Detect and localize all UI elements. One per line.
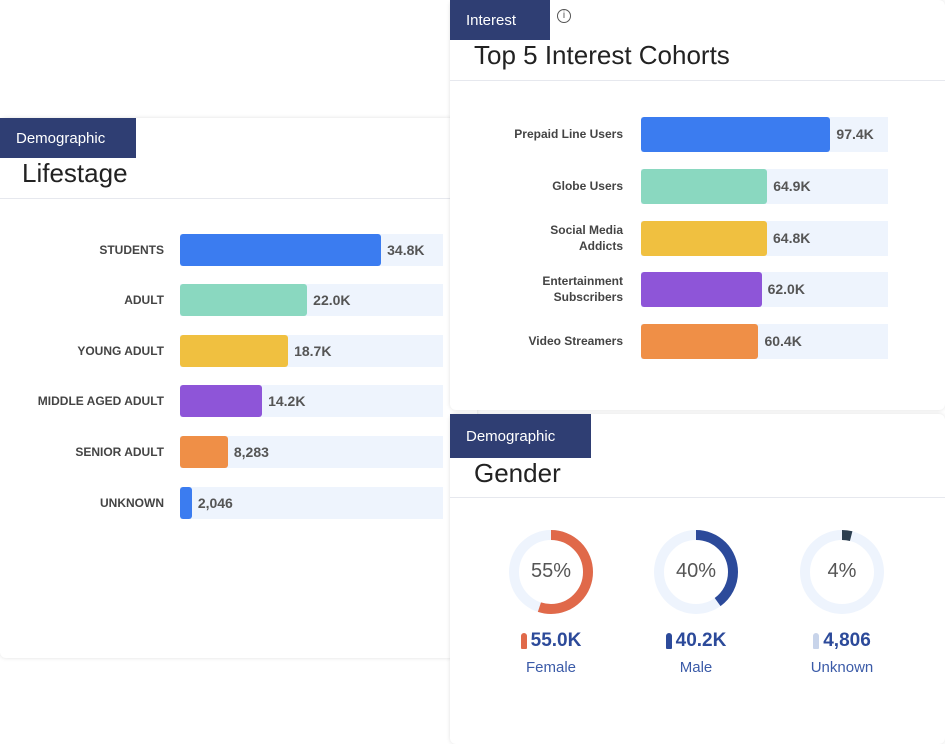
value-label: 64.8K (773, 230, 811, 246)
donut-percent: 4% (827, 560, 857, 582)
bar-track (180, 487, 443, 519)
bar-label: STUDENTS (99, 243, 164, 257)
divider (0, 198, 477, 199)
bar (641, 220, 768, 256)
bar (641, 271, 762, 307)
donut-arc (654, 530, 738, 614)
value-label: 64.9K (773, 178, 811, 194)
bar-label: Social Media Addicts (550, 223, 623, 253)
card-tag: Demographic (450, 414, 591, 458)
bar-label: MIDDLE AGED ADULT (37, 394, 164, 408)
value-label: 97.4K (836, 126, 874, 142)
card-title: Lifestage (22, 158, 128, 188)
value-label: 22.0K (313, 292, 351, 308)
bar (641, 116, 831, 152)
bar (180, 234, 382, 266)
bar-label: Globe Users (552, 179, 623, 193)
category-label: Male (679, 659, 713, 676)
value-label: 62.0K (767, 281, 805, 297)
bar-label: UNKNOWN (100, 496, 164, 510)
card-tag: Demographic (0, 118, 136, 158)
value-label: 2,046 (197, 495, 233, 511)
bar (180, 436, 228, 468)
bar-label: SENIOR ADULT (75, 445, 164, 459)
bar (180, 284, 308, 316)
donut (800, 530, 884, 614)
card-title: Gender (474, 458, 561, 488)
donut-percent: 55% (530, 560, 572, 582)
category-label: Female (525, 659, 577, 676)
bar-label: ADULT (124, 293, 164, 307)
card (450, 414, 945, 744)
bar (180, 335, 289, 367)
divider (450, 497, 945, 498)
bar (180, 487, 192, 519)
donut-arc (800, 530, 884, 614)
donut (509, 530, 593, 614)
bar-label: Prepaid Line Users (514, 127, 623, 141)
count-row: 55.0K (491, 630, 611, 652)
value-label: 14.2K (268, 393, 306, 409)
person-icon (520, 633, 527, 649)
bar-label: Video Streamers (528, 334, 624, 348)
card-tag: Interest (450, 0, 550, 40)
count-label: 55.0K (530, 630, 582, 651)
donut-arc (509, 530, 593, 614)
person-icon (665, 633, 672, 649)
count-label: 40.2K (675, 630, 727, 651)
value-label: 8,283 (233, 444, 269, 460)
category-label: Unknown (810, 659, 874, 676)
bar-label: YOUNG ADULT (77, 344, 164, 358)
donut-percent: 40% (675, 560, 717, 582)
value-label: 18.7K (294, 343, 332, 359)
person-icon (813, 633, 820, 649)
info-icon: i (557, 9, 571, 23)
bar-label: Entertainment Subscribers (542, 274, 623, 304)
count-row: 4,806 (782, 630, 902, 652)
count-label: 4,806 (823, 630, 871, 651)
bar (641, 168, 768, 204)
count-row: 40.2K (636, 630, 756, 652)
bar (180, 385, 263, 417)
value-label: 60.4K (764, 333, 802, 349)
donut (654, 530, 738, 614)
divider (450, 80, 945, 81)
card-title: Top 5 Interest Cohorts (474, 40, 730, 70)
bar (641, 323, 759, 359)
value-label: 34.8K (387, 242, 425, 258)
